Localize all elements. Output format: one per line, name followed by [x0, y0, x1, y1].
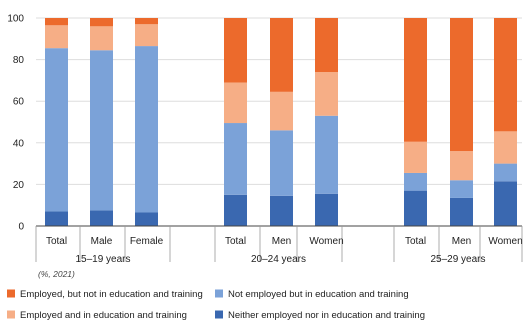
x-tick-label: Male — [91, 236, 113, 247]
x-tick-label: Total — [225, 236, 246, 247]
bar-segment — [315, 18, 338, 73]
legend-swatch — [7, 310, 15, 319]
bar-segment — [315, 193, 338, 226]
y-tick-label: 20 — [13, 180, 25, 191]
bar-segment — [494, 181, 517, 226]
bar-segment — [404, 141, 427, 173]
x-tick-label: Total — [405, 236, 426, 247]
legend-label: Not employed but in education and traini… — [228, 289, 409, 300]
bar-segment — [404, 172, 427, 191]
bar-segment — [450, 18, 473, 152]
legend: Employed, but not in education and train… — [7, 289, 425, 321]
bar-segment — [135, 212, 158, 226]
bar-segment — [45, 211, 68, 226]
bar-segment — [45, 48, 68, 212]
bar-segment — [135, 46, 158, 213]
legend-label: Employed, but not in education and train… — [20, 289, 203, 300]
bar-segment — [404, 190, 427, 226]
bar-segment — [494, 131, 517, 164]
bar-segment — [45, 18, 68, 26]
bar-segment — [135, 18, 158, 25]
bar-segment — [45, 25, 68, 49]
bar-segment — [135, 24, 158, 47]
x-tick-label: Total — [46, 236, 67, 247]
legend-swatch — [215, 310, 223, 319]
bar-segment — [404, 18, 427, 142]
group-label: 15–19 years — [75, 254, 130, 265]
bar-segment — [224, 194, 247, 226]
bar-segment — [270, 130, 293, 196]
y-tick-label: 40 — [13, 138, 25, 149]
y-tick-label: 80 — [13, 55, 25, 66]
bar-segment — [90, 50, 113, 211]
x-tick-label: Women — [488, 236, 522, 247]
bar-segment — [90, 26, 113, 51]
group-label: 25–29 years — [430, 254, 485, 265]
bar-segment — [224, 82, 247, 124]
x-tick-label: Men — [272, 236, 291, 247]
bar-segment — [270, 18, 293, 92]
x-tick-label: Women — [309, 236, 343, 247]
group-label: 20–24 years — [251, 254, 306, 265]
bar-segment — [224, 18, 247, 83]
bars — [45, 18, 517, 226]
bar-segment — [450, 197, 473, 226]
chart-note: (%, 2021) — [38, 269, 75, 279]
bar-segment — [450, 180, 473, 198]
y-tick-label: 0 — [18, 222, 24, 233]
x-tick-label: Men — [452, 236, 471, 247]
legend-swatch — [215, 289, 223, 298]
bar-segment — [90, 210, 113, 226]
bar-segment — [315, 115, 338, 194]
legend-label: Employed and in education and training — [20, 310, 187, 321]
bar-segment — [450, 151, 473, 181]
bar-segment — [315, 72, 338, 116]
bar-segment — [270, 91, 293, 131]
y-axis: 0 20 40 60 80 100 — [7, 14, 24, 233]
bar-segment — [224, 123, 247, 195]
bar-segment — [494, 163, 517, 182]
y-tick-label: 60 — [13, 97, 25, 108]
y-tick-label: 100 — [7, 14, 24, 25]
legend-label: Neither employed nor in education and tr… — [228, 310, 425, 321]
x-tick-label: Female — [130, 236, 164, 247]
bar-segment — [90, 18, 113, 27]
bar-segment — [270, 195, 293, 226]
legend-swatch — [7, 289, 15, 298]
bar-segment — [494, 18, 517, 132]
